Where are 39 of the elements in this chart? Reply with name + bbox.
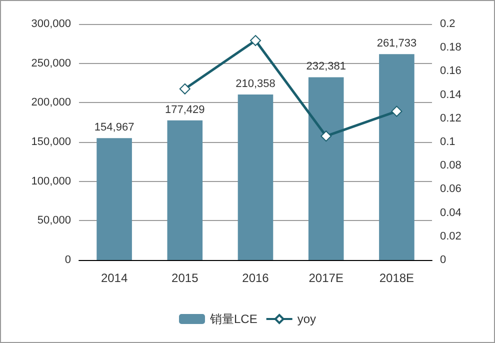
bar bbox=[379, 54, 414, 260]
y-tick-label: 0 bbox=[64, 254, 71, 266]
data-label: 232,381 bbox=[306, 60, 346, 73]
y2-tick-label: 0.08 bbox=[440, 160, 462, 172]
point bbox=[320, 130, 332, 142]
y-tick-label: 100,000 bbox=[31, 175, 71, 188]
point bbox=[250, 35, 261, 46]
y2-tick-label: 0.12 bbox=[440, 112, 462, 124]
y2-tick-label: 0.04 bbox=[440, 206, 462, 219]
bar bbox=[238, 94, 274, 260]
bar bbox=[96, 138, 132, 260]
bar bbox=[308, 77, 344, 260]
y2-tick-label: 0.16 bbox=[440, 65, 462, 78]
y-tick-label: 250,000 bbox=[31, 57, 71, 70]
y2-tick-label: 0.14 bbox=[440, 88, 462, 101]
y2-tick-label: 0.2 bbox=[440, 18, 456, 30]
x-tick-label: 2017E bbox=[308, 271, 344, 285]
y-tick-label: 300,000 bbox=[31, 18, 71, 30]
x-tick-label: 2018E bbox=[379, 271, 414, 285]
y-tick-label: 200,000 bbox=[31, 96, 71, 109]
point bbox=[391, 106, 402, 117]
x-tick-label: 2015 bbox=[172, 271, 199, 285]
y2-tick-label: 0.1 bbox=[440, 136, 456, 148]
legend-label: yoy bbox=[297, 312, 316, 326]
y-tick-label: 50,000 bbox=[37, 214, 71, 227]
data-label: 261,733 bbox=[376, 38, 417, 50]
data-label: 210,358 bbox=[236, 78, 276, 90]
legend-label: 销量LCE bbox=[208, 312, 258, 326]
y2-tick-label: 0.18 bbox=[440, 42, 462, 54]
y2-tick-label: 0 bbox=[440, 254, 446, 266]
x-tick-label: 2014 bbox=[100, 271, 128, 285]
y-tick-label: 150,000 bbox=[31, 136, 71, 148]
data-label: 154,967 bbox=[94, 122, 134, 134]
y2-tick-label: 0.02 bbox=[440, 230, 462, 242]
data-label: 177,429 bbox=[165, 104, 205, 116]
x-tick-label: 2016 bbox=[242, 271, 270, 285]
bar bbox=[167, 120, 203, 260]
point bbox=[179, 83, 190, 94]
y2-tick-label: 0.06 bbox=[440, 183, 462, 196]
